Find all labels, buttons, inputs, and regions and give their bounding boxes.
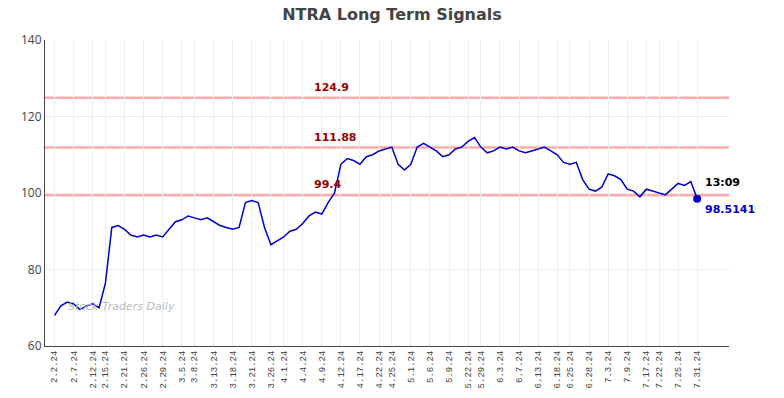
svg-text:5.29.24: 5.29.24	[477, 351, 487, 389]
svg-text:6.3.24: 6.3.24	[496, 351, 506, 383]
svg-text:5.9.24: 5.9.24	[445, 351, 455, 383]
svg-text:2.12.24: 2.12.24	[89, 351, 99, 389]
svg-text:2.21.24: 2.21.24	[120, 351, 130, 389]
svg-text:6.7.24: 6.7.24	[515, 351, 525, 383]
svg-text:4.17.24: 4.17.24	[356, 351, 366, 389]
svg-text:99.4: 99.4	[314, 178, 341, 191]
svg-text:4.25.24: 4.25.24	[388, 351, 398, 389]
svg-text:13:09: 13:09	[705, 176, 740, 189]
svg-text:2.26.24: 2.26.24	[140, 351, 150, 389]
svg-text:6.18.24: 6.18.24	[553, 351, 563, 389]
svg-text:3.13.24: 3.13.24	[210, 351, 220, 389]
svg-text:3.5.24: 3.5.24	[178, 351, 188, 383]
svg-text:3.8.24: 3.8.24	[190, 351, 200, 383]
svg-text:4.22.24: 4.22.24	[375, 351, 385, 389]
svg-text:4.9.24: 4.9.24	[318, 351, 328, 383]
svg-text:111.88: 111.88	[314, 131, 356, 144]
svg-text:6.13.24: 6.13.24	[534, 351, 544, 389]
svg-text:5.1.24: 5.1.24	[407, 351, 417, 383]
svg-text:2.7.24: 2.7.24	[70, 351, 80, 383]
svg-text:NTRA Long Term Signals: NTRA Long Term Signals	[282, 5, 502, 24]
svg-text:2.15.24: 2.15.24	[101, 351, 111, 389]
svg-text:Stock Traders Daily: Stock Traders Daily	[68, 300, 175, 313]
svg-text:6.28.24: 6.28.24	[585, 351, 595, 389]
svg-text:7.9.24: 7.9.24	[623, 351, 633, 383]
svg-text:100: 100	[21, 184, 42, 201]
svg-text:60: 60	[28, 337, 42, 354]
svg-text:5.22.24: 5.22.24	[464, 351, 474, 389]
svg-text:2.29.24: 2.29.24	[159, 351, 169, 389]
svg-text:4.4.24: 4.4.24	[299, 351, 309, 383]
svg-text:7.31.24: 7.31.24	[693, 351, 703, 389]
svg-text:3.26.24: 3.26.24	[267, 351, 277, 389]
svg-text:7.25.24: 7.25.24	[674, 351, 684, 389]
svg-text:5.6.24: 5.6.24	[426, 351, 436, 383]
svg-text:4.12.24: 4.12.24	[337, 351, 347, 389]
svg-text:3.21.24: 3.21.24	[248, 351, 258, 389]
svg-text:2.2.24: 2.2.24	[50, 351, 60, 383]
svg-text:3.18.24: 3.18.24	[229, 351, 239, 389]
svg-text:140: 140	[21, 31, 42, 48]
svg-text:7.17.24: 7.17.24	[642, 351, 652, 389]
svg-text:7.22.24: 7.22.24	[655, 351, 665, 389]
svg-text:6.25.24: 6.25.24	[566, 351, 576, 389]
svg-text:4.1.24: 4.1.24	[280, 351, 290, 383]
svg-text:124.9: 124.9	[314, 81, 349, 94]
svg-text:98.5141: 98.5141	[705, 203, 755, 216]
svg-text:120: 120	[21, 108, 42, 125]
svg-text:80: 80	[28, 261, 42, 278]
svg-text:7.3.24: 7.3.24	[604, 351, 614, 383]
